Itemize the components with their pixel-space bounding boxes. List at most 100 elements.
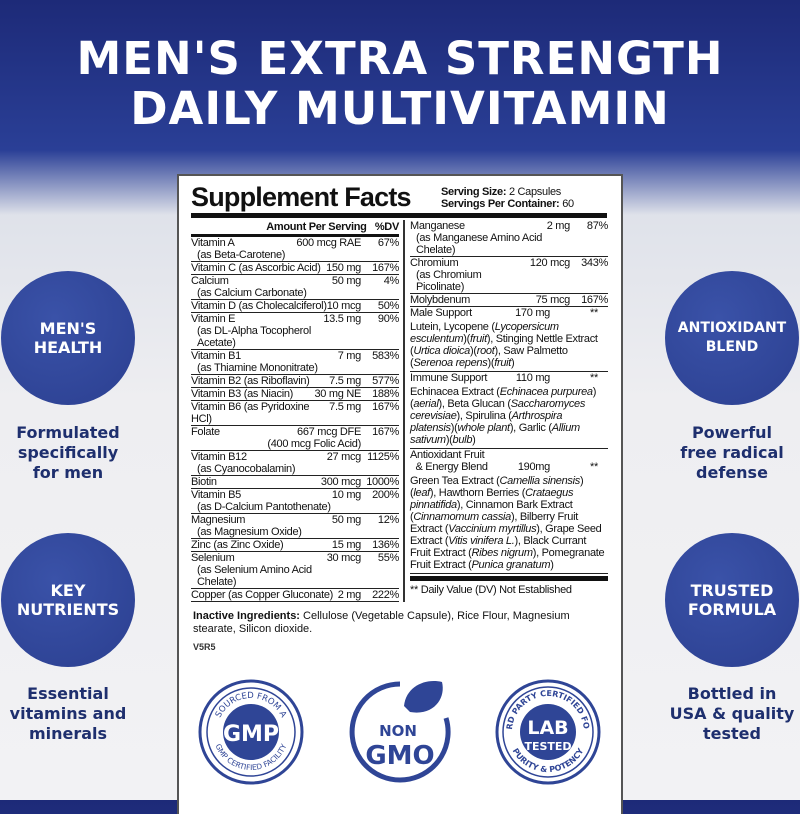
nutrient-amount: 50 mg — [331, 514, 361, 526]
nutrient-name: Vitamin A — [191, 237, 235, 249]
nutrient-dv: 577% — [372, 375, 399, 387]
gmp-badge: GMP SOURCED FROM A GMP CERTIFIED FACILIT… — [198, 679, 304, 785]
nutrient-dv: 4% — [383, 275, 400, 287]
lab-text: LAB — [527, 717, 568, 739]
nutrient-row: Vitamin B3 (as Niacin) 30 mg NE 188% — [191, 388, 399, 401]
nutrient-dv: 55% — [377, 552, 399, 564]
nutrient-source: (as Beta-Carotene) — [197, 249, 286, 261]
blend-amount: 170 mg — [515, 307, 550, 319]
nutrient-dv: 167% — [372, 401, 399, 413]
nutrient-dv: 167% — [581, 294, 608, 306]
servings-label: Servings Per Container: — [441, 198, 560, 210]
nutrient-row: Vitamin B12 (as Cyanocobalamin) 27 mcg 11… — [191, 451, 399, 476]
nutrient-dv: 200% — [372, 489, 399, 501]
nutrient-amount: 10 mcg — [326, 300, 362, 312]
lot-code: V5R5 — [193, 642, 216, 652]
gmo-text: GMO — [365, 741, 434, 771]
nutrient-row: Vitamin B1 (as Thiamine Mononitrate) 7 mg… — [191, 350, 399, 375]
nutrient-name: Vitamin B3 (as Niacin) — [191, 388, 294, 400]
nutrient-amount: 30 mg NE — [314, 388, 361, 400]
mens-health-circle: MEN'S HEALTH — [1, 271, 135, 405]
nutrient-row: Vitamin A (as Beta-Carotene) 600 mcg RAE … — [191, 237, 399, 262]
nutrient-source: (as Manganese Amino Acid Chelate) — [416, 232, 543, 256]
nutrient-name: Vitamin B2 (as Riboflavin) — [191, 375, 310, 387]
nutrient-name: Vitamin B1 — [191, 350, 241, 362]
non-gmo-badge: NON GMO — [349, 681, 451, 783]
nutrient-amount: 2 mg — [546, 220, 571, 232]
nutrient-row: Vitamin C (as Ascorbic Acid) 150 mg 167% — [191, 262, 399, 275]
nutrient-name: Selenium — [191, 552, 235, 564]
nutrient-source: (as Chromium Picolinate) — [416, 269, 482, 293]
nutrient-dv: 136% — [372, 539, 399, 551]
key-nutrients-circle: KEY NUTRIENTS — [1, 533, 135, 667]
nutrient-name: Vitamin B5 — [191, 489, 241, 501]
nutrient-amount: 27 mcg — [326, 451, 362, 463]
blend-dv: ** — [590, 461, 598, 473]
nutrient-name: Chromium — [410, 257, 459, 269]
serving-info: Serving Size: 2 Capsules Servings Per Co… — [441, 186, 574, 210]
nutrient-name: Biotin — [191, 476, 217, 488]
nutrient-amount: 10 mg — [331, 489, 361, 501]
nutrient-source: (as Cyanocobalamin) — [197, 463, 296, 475]
blend-name: Immune Support — [410, 372, 488, 384]
nutrient-amount: 50 mg — [331, 275, 361, 287]
mens-health-caption: Formulated specifically for men — [16, 423, 120, 482]
blend-row: Immune Support 110 mg ** — [410, 372, 608, 384]
nutrient-amount: 7.5 mg — [329, 401, 361, 413]
amount-header: Amount Per Serving — [266, 221, 367, 233]
nutrient-amount: 2 mg — [337, 589, 362, 601]
trusted-formula-caption: Bottled in USA & quality tested — [669, 684, 795, 743]
key-nutrients-caption: Essential vitamins and minerals — [9, 684, 127, 743]
trusted-formula-circle: TRUSTED FORMULA — [665, 533, 799, 667]
nutrient-dv: 188% — [372, 388, 399, 400]
antioxidant-caption: Powerful free radical defense — [680, 423, 784, 482]
tested-text: TESTED — [524, 740, 571, 753]
divider — [410, 576, 608, 581]
nutrient-name: Calcium — [191, 275, 229, 287]
servings-per-container: 60 — [562, 198, 574, 210]
blend-amount: 110 mg — [515, 372, 550, 384]
blend-ingredients: Echinacea Extract (Echinacea purpurea)(a… — [410, 384, 608, 449]
blend-row: Male Support 170 mg ** — [410, 307, 608, 319]
nutrient-row: Manganese (as Manganese Amino Acid Chelat… — [410, 220, 608, 257]
non-text: NON — [379, 722, 417, 740]
lab-tested-badge: LAB TESTED 3RD PARTY CERTIFIED FOR PURIT… — [494, 678, 601, 785]
leaf-icon — [404, 681, 443, 713]
nutrient-name: Manganese — [410, 220, 465, 232]
dv-header: %DV — [374, 221, 399, 233]
blend-dv: ** — [590, 372, 598, 384]
nutrient-amount-note: (400 mcg Folic Acid) — [267, 438, 361, 450]
nutrient-name: Vitamin E — [191, 313, 236, 325]
nutrient-name: Molybdenum — [410, 294, 470, 306]
serving-size-label: Serving Size: — [441, 186, 507, 198]
nutrient-row: Vitamin D (as Cholecalciferol) 10 mcg 50… — [191, 300, 399, 313]
blend-dv: ** — [590, 307, 598, 319]
inactive-ingredients: Inactive Ingredients: Cellulose (Vegetab… — [193, 610, 613, 636]
nutrient-row: Vitamin B5 (as D-Calcium Pantothenate) 10… — [191, 489, 399, 514]
nutrient-amount: 667 mcg DFE — [297, 426, 361, 438]
nutrient-dv: 1000% — [366, 476, 399, 488]
antioxidant-blend-circle: ANTIOXIDANT BLEND — [665, 271, 799, 405]
nutrient-source: (as D-Calcium Pantothenate) — [197, 501, 331, 513]
nutrient-dv: 167% — [372, 262, 399, 274]
nutrient-row: Zinc (as Zinc Oxide) 15 mg 136% — [191, 539, 399, 552]
nutrient-amount: 7 mg — [337, 350, 362, 362]
supplement-facts-title: Supplement Facts — [191, 182, 412, 212]
inactive-label: Inactive Ingredients: — [193, 610, 300, 622]
nutrient-amount: 7.5 mg — [329, 375, 361, 387]
blend-row: Antioxidant Fruit & Energy Blend 190mg ** — [410, 449, 608, 473]
nutrient-amount: 150 mg — [326, 262, 361, 274]
facts-right-column: Manganese (as Manganese Amino Acid Chelat… — [410, 220, 608, 596]
nutrient-row: Vitamin B2 (as Riboflavin) 7.5 mg 577% — [191, 375, 399, 388]
nutrient-dv: 90% — [377, 313, 399, 325]
nutrient-row: Chromium (as Chromium Picolinate) 120 mcg… — [410, 257, 608, 294]
nutrient-row: Vitamin B6 (as Pyridoxine HCl) 7.5 mg 16… — [191, 401, 399, 426]
nutrient-dv: 343% — [581, 257, 608, 269]
divider — [191, 213, 607, 218]
blend-name: Antioxidant Fruit & Energy Blend — [410, 449, 488, 473]
nutrient-dv: 50% — [377, 300, 399, 312]
nutrient-row: Copper (as Copper Gluconate) 2 mg 222% — [191, 589, 399, 602]
nutrient-name: Magnesium — [191, 514, 246, 526]
nutrient-dv: 67% — [377, 237, 399, 249]
nutrient-source: (as Calcium Carbonate) — [197, 287, 307, 299]
